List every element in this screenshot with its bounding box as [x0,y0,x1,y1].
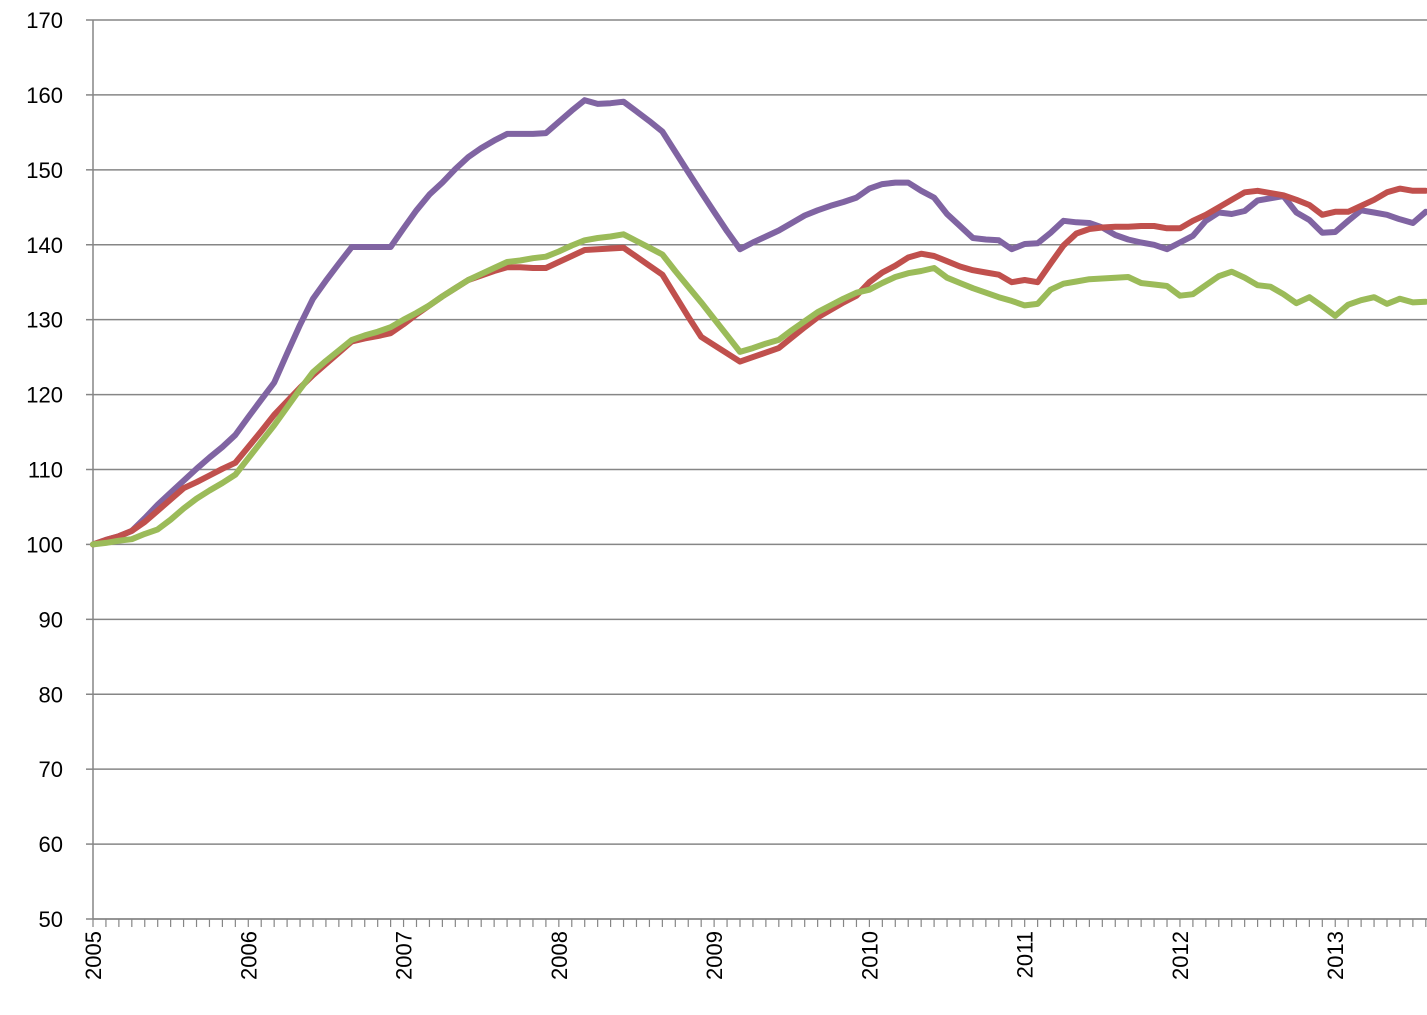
y-tick-label: 130 [26,308,63,333]
y-tick-label: 120 [26,383,63,408]
x-tick-label: 2009 [702,931,727,980]
y-tick-label: 140 [26,233,63,258]
x-tick-label: 2007 [392,931,417,980]
data-line [90,97,1427,548]
y-tick-label: 80 [39,682,63,707]
x-tick-label: 2008 [547,931,572,980]
x-tick-label: 2012 [1168,931,1193,980]
y-tick-label: 50 [39,907,63,932]
x-tick-label: 2011 [1013,931,1038,978]
data-line [90,231,1427,548]
y-tick-label: 170 [26,8,63,33]
x-tick-label: 2010 [857,931,882,980]
y-tick-label: 110 [28,458,63,483]
y-tick-label: 100 [26,532,63,557]
y-tick-label: 70 [39,757,63,782]
x-tick-label: 2005 [81,931,106,980]
y-tick-label: 160 [26,83,63,108]
x-tick-label: 2013 [1323,931,1348,980]
y-tick-label: 60 [39,832,63,857]
y-tick-label: 150 [26,158,63,183]
y-tick-label: 90 [39,607,63,632]
x-tick-label: 2006 [236,931,261,980]
